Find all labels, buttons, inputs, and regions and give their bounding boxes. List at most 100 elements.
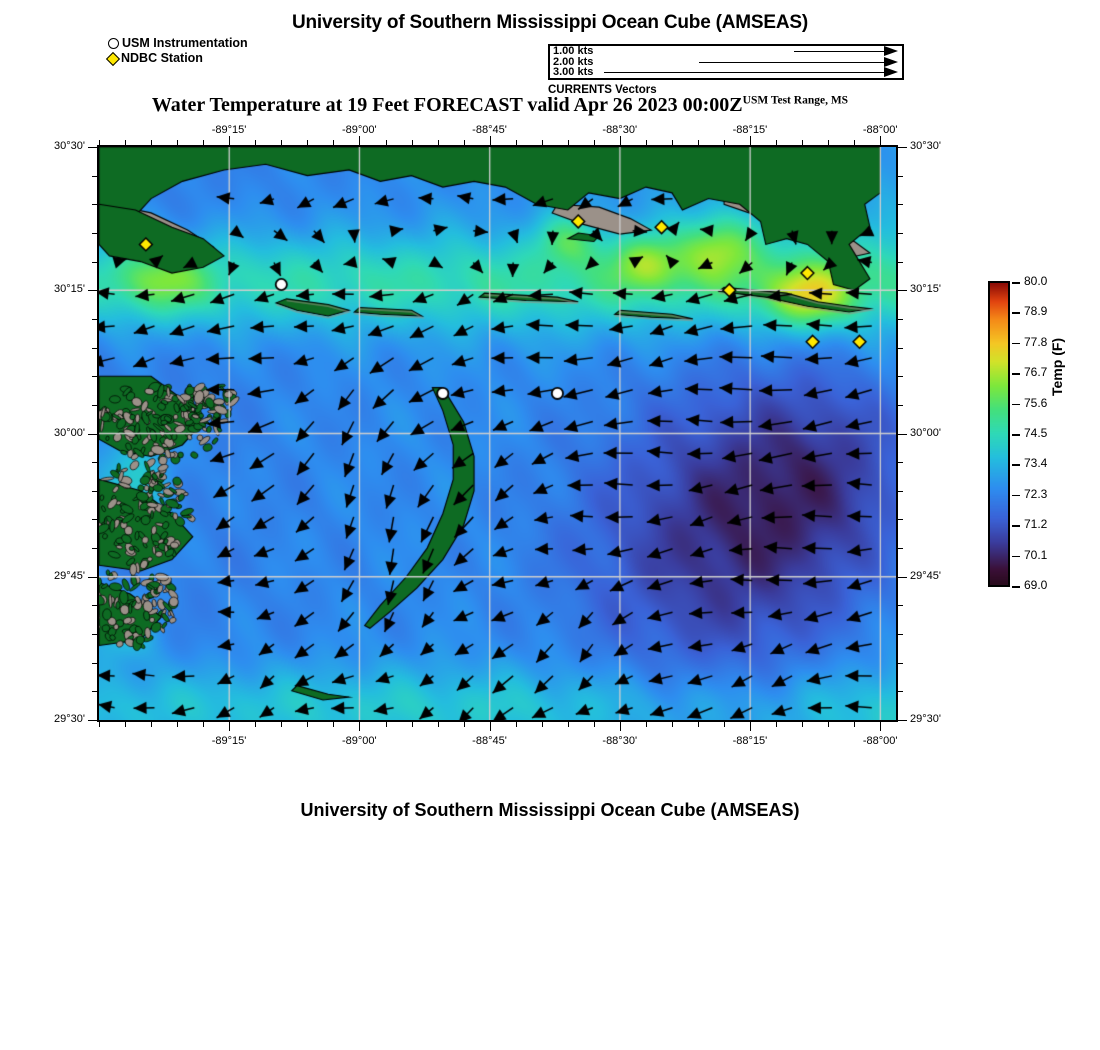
subtitle: Water Temperature at 19 Feet FORECAST va… [0, 94, 1000, 117]
lon-tick [698, 722, 700, 727]
lon-tick [125, 722, 127, 727]
lat-tick [88, 290, 97, 292]
lat-tick [92, 548, 97, 550]
lat-tick [92, 519, 97, 521]
subtitle-text: Water Temperature at 19 Feet FORECAST va… [151, 94, 743, 116]
lon-tick-label: -89°00' [341, 124, 377, 136]
lat-tick [92, 634, 97, 636]
lat-tick [898, 433, 907, 435]
lat-tick [898, 318, 903, 320]
lat-tick [898, 376, 903, 378]
colorbar-tick [1012, 586, 1020, 588]
lat-tick [92, 204, 97, 206]
lon-tick [567, 722, 569, 727]
lon-tick [854, 140, 856, 145]
colorbar-tick-label: 77.8 [1024, 334, 1048, 349]
lon-tick [437, 722, 439, 727]
lon-tick [99, 140, 100, 145]
colorbar-tick-label: 70.1 [1024, 547, 1048, 562]
lat-tick [898, 232, 903, 234]
lon-tick [281, 722, 283, 727]
lon-tick-label: -88°45' [472, 735, 507, 747]
lon-tick-label: -89°00' [341, 735, 377, 747]
lon-tick [672, 722, 673, 727]
lon-tick [177, 722, 179, 727]
lon-tick [307, 722, 309, 727]
lon-tick [724, 140, 726, 145]
vector-legend-row: 3.00 kts [550, 66, 902, 79]
lat-tick [898, 261, 903, 263]
lon-tick [619, 136, 621, 145]
lat-tick [92, 261, 97, 263]
lon-tick [619, 722, 621, 731]
vector-legend-row: 1.00 kts [550, 45, 902, 57]
lon-tick-label: -88°45' [472, 124, 507, 136]
lat-tick-label: 29°30' [910, 713, 941, 725]
lon-tick [99, 722, 100, 727]
colorbar-tick [1012, 525, 1020, 527]
colorbar-tick [1012, 282, 1020, 284]
lon-tick [203, 140, 205, 145]
lon-tick [802, 722, 804, 727]
lat-tick-label: 29°45' [54, 569, 85, 582]
lat-tick [898, 548, 903, 550]
vector-shaft [699, 61, 884, 63]
colorbar-title: Temp (F) [1049, 337, 1065, 396]
lat-tick [92, 462, 97, 464]
lat-tick [898, 519, 903, 521]
lon-tick [255, 722, 257, 727]
lon-tick [177, 140, 179, 145]
lon-tick [776, 140, 778, 145]
colorbar-tick [1012, 494, 1020, 497]
lon-tick [463, 140, 465, 145]
colorbar-tick [1012, 434, 1020, 436]
lon-tick-label: -88°30' [602, 124, 638, 136]
lat-tick [88, 147, 97, 148]
vector-legend-caption: CURRENTS Vectors [548, 84, 657, 96]
lon-tick [489, 136, 491, 145]
lon-tick [750, 136, 752, 145]
colorbar-tick-label: 72.3 [1024, 486, 1048, 501]
colorbar-tick-label: 76.7 [1024, 365, 1048, 380]
lon-tick [828, 140, 830, 145]
lon-tick [125, 140, 127, 145]
colorbar-tick-label: 80.0 [1024, 274, 1048, 288]
lon-tick-label: -88°15' [732, 735, 768, 747]
colorbar-tick-label: 71.2 [1024, 517, 1048, 532]
lon-tick [385, 140, 387, 145]
lon-tick [281, 140, 283, 145]
lon-tick-label: -88°15' [732, 124, 768, 136]
lon-tick [203, 722, 205, 727]
marker-legend: USM Instrumentation NDBC Station [105, 36, 248, 66]
lon-tick [463, 722, 465, 727]
lat-tick [898, 634, 903, 636]
lat-tick [898, 662, 903, 664]
diamond-marker-wrap [105, 51, 121, 66]
lat-tick [92, 318, 97, 320]
lon-tick-label: -88°00' [862, 735, 898, 747]
lon-tick [828, 722, 830, 727]
vector-legend-label: 3.00 kts [553, 66, 594, 79]
lon-tick [672, 140, 673, 145]
page-title: University of Southern Mississippi Ocean… [291, 12, 808, 33]
lon-tick [333, 722, 335, 727]
lat-tick [92, 662, 97, 664]
legend-label-ndbc: NDBC Station [121, 51, 203, 65]
lon-tick [411, 722, 413, 727]
lon-tick [880, 722, 882, 731]
lon-tick-label: -89°15' [211, 124, 247, 136]
colorbar-tick [1012, 555, 1020, 558]
lat-tick [898, 204, 903, 206]
lon-tick [880, 136, 882, 145]
lat-tick-label: 30°30' [54, 140, 85, 152]
colorbar-tick-label: 78.9 [1024, 304, 1048, 319]
colorbar-tick-label: 73.4 [1024, 456, 1048, 471]
lat-tick [898, 490, 903, 492]
lat-tick [92, 404, 97, 406]
lat-tick [898, 605, 903, 607]
diamond-marker-icon [105, 51, 121, 66]
lat-tick [898, 290, 907, 292]
map-plot-area[interactable] [97, 145, 898, 722]
lat-tick [898, 691, 903, 693]
subtitle-region: USM Test Range, MS [742, 94, 849, 107]
